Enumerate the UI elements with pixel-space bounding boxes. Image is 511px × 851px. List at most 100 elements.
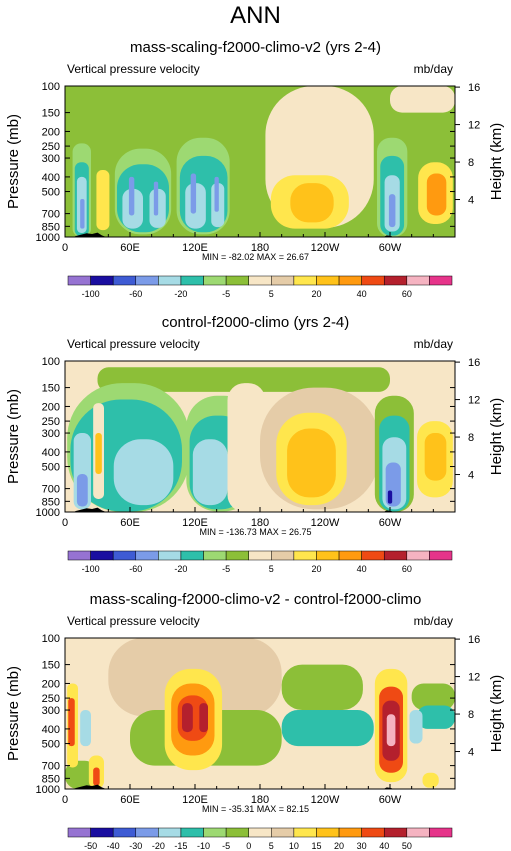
x-tick-label: 60W [379,242,402,254]
colorbar-label: -20 [174,289,187,299]
y-tick-label: 250 [42,416,60,428]
colorbar-swatch [203,550,227,561]
colorbar-swatch [225,550,249,561]
colorbar-label: -60 [129,289,142,299]
y-tick-label: 400 [42,447,60,459]
y-tick-label: 700 [42,209,60,221]
colorbar-label: -100 [82,289,100,299]
y2-axis-label: Height (km) [488,675,505,753]
contour-region [426,173,447,216]
contour-region [153,181,159,216]
colorbar-label: -5 [222,841,230,851]
colorbar-swatch [90,275,114,286]
colorbar-swatch [383,550,408,561]
colorbar-swatch [316,827,340,838]
contour-region [409,710,423,744]
y-tick-label: 850 [42,496,60,508]
colorbar-swatch [112,827,137,838]
contour-region [422,772,439,788]
y2-tick-label: 16 [468,82,480,94]
colorbar-swatch [225,827,249,838]
min-max-stats: MIN = -136.73 MAX = 26.75 [199,527,311,537]
y-tick-label: 200 [42,401,60,413]
colorbar-swatch [67,275,91,286]
colorbar-swatch [316,275,340,286]
y-tick-label: 500 [42,739,60,751]
contour-region [390,86,455,113]
colorbar-swatch [361,550,385,561]
y-axis-label: Pressure (mb) [5,389,22,484]
colorbar-label: 40 [379,841,389,851]
colorbar-label: 50 [402,841,412,851]
page-title: ANN [230,2,281,29]
x-tick-label: 0 [62,517,68,529]
colorbar-label: -10 [197,841,210,851]
colorbar-swatch [112,275,137,286]
x-tick-label: 180 [251,794,269,806]
chart-panel-2: control-f2000-climo (yrs 2-4) Vertical pr… [5,314,505,574]
topography-mask [73,784,107,789]
colorbar-label: -15 [174,841,187,851]
contour-region [182,703,193,733]
chart-panel-1: mass-scaling-f2000-climo-v2 (yrs 2-4) Ver… [5,39,505,299]
y-tick-label: 400 [42,172,60,184]
contour-region [387,490,393,504]
units-label: mb/day [414,614,453,628]
contour-region [388,194,396,228]
colorbar-swatch [203,827,227,838]
y2-tick-label: 4 [468,747,474,759]
x-tick-label: 120E [182,794,208,806]
y-tick-label: 300 [42,428,60,440]
colorbar-swatch [338,275,362,286]
colorbar-swatch [158,550,182,561]
plot-area [65,361,455,512]
colorbar-swatch [406,827,430,838]
colorbar-label: -20 [152,841,165,851]
colorbar-label: 60 [402,564,412,574]
y-tick-label: 150 [42,660,60,672]
colorbar-label: 0 [246,841,251,851]
contour-region [199,703,208,733]
y2-tick-label: 12 [468,672,480,684]
x-tick-label: 0 [62,242,68,254]
x-tick-label: 60W [379,794,402,806]
chart-title: control-f2000-climo (yrs 2-4) [162,314,350,331]
x-tick-label: 0 [62,794,68,806]
colorbar-swatch [90,550,114,561]
contour-region [417,705,455,729]
colorbar-swatch [406,275,430,286]
contour-region [128,176,135,216]
x-tick-label: 120W [311,517,340,529]
plot-area [65,638,455,789]
colorbar-label: -100 [82,564,100,574]
contour-region [214,176,219,212]
contour-region [424,433,447,481]
chart-title: mass-scaling-f2000-climo-v2 (yrs 2-4) [130,39,381,56]
colorbar-swatch [203,275,227,286]
y-axis-label: Pressure (mb) [5,114,22,209]
y-tick-label: 700 [42,484,60,496]
colorbar-swatch [361,827,385,838]
colorbar-swatch [383,827,408,838]
units-label: mb/day [414,337,453,351]
colorbar-swatch [135,550,159,561]
contour-region [190,173,197,214]
variable-label: Vertical pressure velocity [67,62,200,76]
y2-tick-label: 16 [468,357,480,369]
y-tick-label: 100 [42,356,60,368]
contour-region [290,183,334,223]
contour-region [386,714,396,747]
colorbar-swatch [135,827,159,838]
colorbar-label: 5 [269,564,274,574]
colorbar-swatch [248,275,272,286]
colorbar-swatch [429,827,453,838]
colorbar-swatch [180,827,204,838]
contour-region [411,683,455,711]
colorbar-label: -60 [129,564,142,574]
contour-region [93,767,100,786]
y-tick-label: 1000 [36,784,60,796]
contour-region [192,439,228,506]
contour-region [113,439,174,506]
y-tick-label: 500 [42,462,60,474]
